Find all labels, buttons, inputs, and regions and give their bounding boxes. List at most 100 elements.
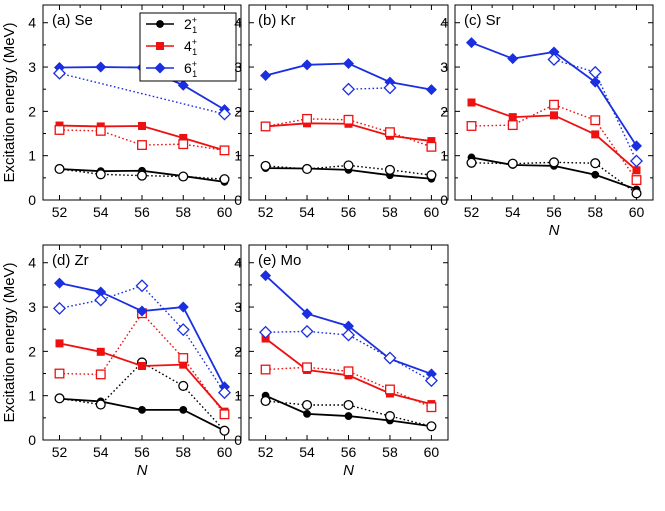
x-tick-label: 60 <box>424 444 440 460</box>
data-point <box>260 270 272 282</box>
series-line <box>471 161 637 194</box>
data-point <box>302 113 312 124</box>
data-point <box>302 362 312 373</box>
data-point <box>178 353 189 363</box>
data-point <box>54 368 65 379</box>
data-point <box>178 171 189 182</box>
series-4-calc <box>260 113 437 152</box>
data-point <box>383 351 397 365</box>
x-tick-label: 60 <box>629 204 645 220</box>
data-point <box>590 115 601 126</box>
x-tick-label: 60 <box>217 444 233 460</box>
data-point <box>343 366 354 377</box>
data-point <box>95 169 106 180</box>
data-point <box>260 160 271 171</box>
series-6-calc <box>259 324 438 388</box>
series-line <box>553 58 638 162</box>
data-point <box>589 76 601 88</box>
y-tick-label: 1 <box>234 388 242 404</box>
data-point <box>342 57 355 70</box>
data-point <box>590 158 601 169</box>
series-2-calc <box>260 160 437 181</box>
series-2-calc <box>54 163 230 185</box>
x-tick-label: 58 <box>175 204 191 220</box>
panel-title: (c) Sr <box>464 12 501 29</box>
x-tick-label: 58 <box>382 204 398 220</box>
legend-label: 4+ 1 <box>184 37 197 57</box>
legend-marker-square <box>156 42 164 50</box>
data-point <box>631 175 642 186</box>
data-point <box>507 158 518 169</box>
data-point <box>550 111 558 120</box>
y-tick-label: 3 <box>28 299 36 315</box>
data-point <box>424 374 438 388</box>
y-tick-label: 0 <box>234 432 242 448</box>
data-point <box>385 127 395 138</box>
data-point <box>138 405 146 414</box>
legend-label: 2+ 1 <box>184 15 197 35</box>
data-point <box>385 384 395 395</box>
y-tick-label: 1 <box>440 148 448 164</box>
series-line <box>59 361 226 432</box>
data-point <box>259 325 273 339</box>
x-tick-label: 54 <box>505 204 521 220</box>
x-tick-label: 54 <box>93 444 109 460</box>
y-tick-label: 2 <box>28 103 36 119</box>
x-tick-label: 58 <box>382 444 398 460</box>
data-point <box>384 411 396 422</box>
data-point <box>137 140 147 150</box>
x-tick-label: 56 <box>134 204 150 220</box>
panel-title: (d) Zr <box>52 252 89 269</box>
y-tick-label: 0 <box>28 192 36 208</box>
data-point <box>96 347 105 356</box>
data-point <box>53 277 66 289</box>
data-point <box>303 409 311 418</box>
x-tick-label: 56 <box>341 444 357 460</box>
series-4-calc <box>54 125 230 156</box>
series-4-calc <box>260 362 437 413</box>
data-point <box>426 421 437 432</box>
y-tick-label: 4 <box>28 15 36 31</box>
data-point <box>426 402 437 413</box>
series-2-exp <box>55 394 229 435</box>
data-point <box>341 82 356 96</box>
y-tick-label: 3 <box>234 59 242 75</box>
x-tick-label: 56 <box>134 444 150 460</box>
data-point <box>260 69 272 81</box>
y-tick-label: 3 <box>440 59 448 75</box>
y-tick-label: 1 <box>28 388 36 404</box>
legend-marker-diamond <box>154 62 166 74</box>
data-point <box>591 170 600 179</box>
data-point <box>341 328 356 342</box>
data-point <box>178 380 189 391</box>
panel-frame <box>248 244 449 441</box>
data-point <box>55 339 64 348</box>
data-point <box>507 53 519 65</box>
x-tick-label: 52 <box>258 204 274 220</box>
series-line <box>265 400 432 427</box>
panel-2: 0 1 2 3 4 52 54 56 58 60 (b) Kr <box>234 4 449 220</box>
y-tick-label: 0 <box>440 192 448 208</box>
data-point <box>95 399 106 410</box>
data-point <box>136 305 148 317</box>
series-line <box>59 282 226 388</box>
data-point <box>549 99 559 110</box>
x-axis-label: N <box>549 222 560 239</box>
panel-title: (a) Se <box>52 12 93 29</box>
y-tick-label: 4 <box>234 15 242 31</box>
data-point <box>95 61 107 73</box>
data-point <box>383 81 397 95</box>
x-tick-label: 52 <box>52 444 68 460</box>
y-tick-label: 1 <box>28 148 36 164</box>
data-point <box>629 154 644 168</box>
legend: 2+ 1 4+ 1 6+ 1 <box>139 12 237 82</box>
data-point <box>219 409 230 420</box>
data-point <box>138 121 146 130</box>
data-point <box>343 114 354 125</box>
panel-1: 0 1 2 3 4 52 54 56 58 60 (a) Se Excitation energy (… <box>1 4 242 220</box>
data-point <box>300 324 314 338</box>
series-6-exp <box>53 277 231 393</box>
y-tick-label: 3 <box>28 59 36 75</box>
series-6-calc <box>547 52 644 168</box>
series-4-calc <box>466 99 642 186</box>
